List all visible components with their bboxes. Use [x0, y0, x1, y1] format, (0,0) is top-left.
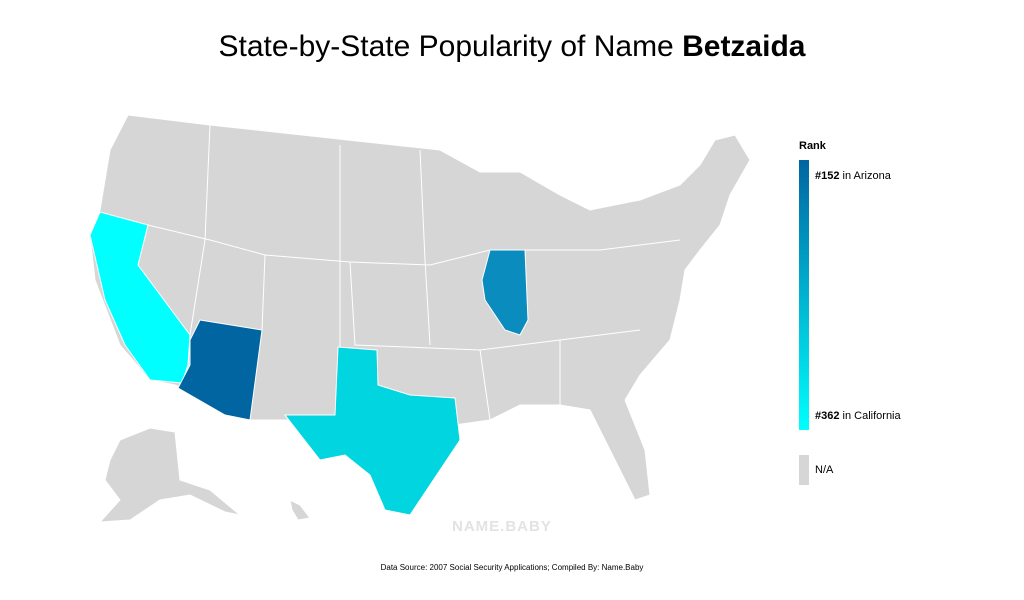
alaska — [98, 427, 241, 523]
legend-state: in California — [839, 410, 901, 422]
state-texas — [283, 346, 461, 516]
legend-state: in Arizona — [839, 170, 891, 182]
state-borders — [147, 124, 681, 421]
title-text: State-by-State Popularity of Name — [218, 30, 683, 63]
hawaii — [289, 499, 311, 521]
footer: Data Source: 2007 Social Security Applic… — [380, 563, 644, 572]
title: State-by-State Popularity of Name Betzai… — [0, 30, 1024, 64]
legend-gradient — [799, 160, 809, 430]
legend-na-swatch — [799, 455, 809, 485]
state-illinois — [481, 249, 529, 336]
legend-na: N/A — [815, 464, 834, 476]
title-name: Betzaida — [682, 30, 806, 63]
legend-bottom: #362 in California — [815, 410, 901, 422]
state-arizona — [177, 319, 263, 421]
legend-title: Rank — [799, 140, 826, 152]
watermark: NAME.BABY — [452, 518, 552, 535]
legend-rank: #152 — [815, 170, 840, 182]
legend-rank: #362 — [815, 410, 840, 422]
legend-top: #152 in Arizona — [815, 170, 891, 182]
